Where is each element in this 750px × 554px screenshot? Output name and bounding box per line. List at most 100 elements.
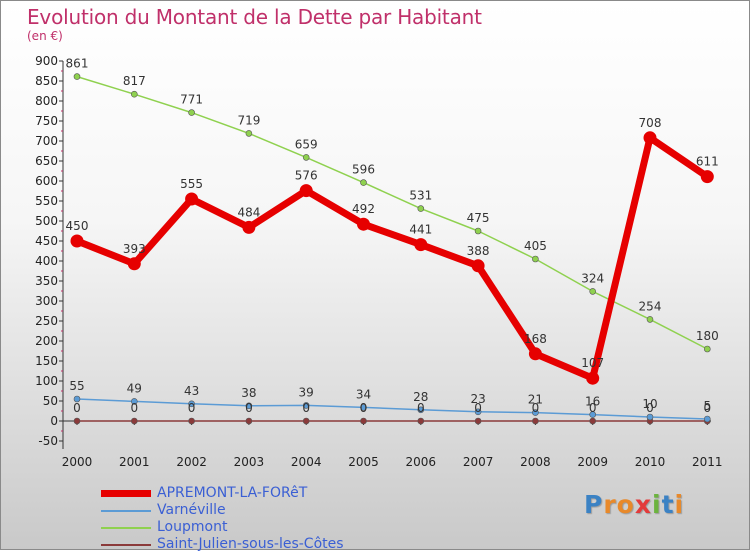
data-label: 107	[581, 356, 604, 370]
data-point	[302, 402, 310, 409]
data-label: 0	[130, 401, 138, 415]
data-label: 0	[532, 401, 540, 415]
data-label: 0	[302, 401, 310, 415]
data-label: 596	[352, 163, 375, 177]
data-label: 817	[123, 74, 146, 88]
data-point	[302, 154, 310, 161]
y-tick-label: 400	[35, 254, 58, 268]
y-tick-label: 450	[35, 234, 58, 248]
y-tick-label: 0	[50, 414, 58, 428]
data-point	[188, 400, 195, 408]
data-point	[131, 90, 138, 98]
logo-letter: t	[661, 490, 675, 519]
data-point	[589, 288, 597, 295]
y-tick-label: 100	[35, 374, 58, 388]
x-tick-label: 2004	[291, 455, 322, 469]
legend-swatch-saint-julien	[101, 544, 151, 546]
y-tick-label: -50	[38, 434, 58, 448]
data-label: 0	[474, 401, 482, 415]
data-label: 0	[589, 401, 597, 415]
data-label: 0	[360, 401, 368, 415]
data-point	[417, 417, 425, 425]
data-label: 861	[66, 57, 89, 71]
x-tick-label: 2003	[234, 455, 265, 469]
y-tick-label: 600	[35, 174, 58, 188]
legend-swatch-loupmont	[101, 527, 151, 529]
data-point	[245, 130, 253, 137]
data-label: 39	[299, 385, 314, 399]
x-tick-label: 2001	[119, 455, 150, 469]
data-label: 168	[524, 332, 547, 346]
data-label: 531	[409, 189, 432, 203]
data-label: 771	[180, 93, 203, 107]
logo-letter: x	[634, 490, 652, 519]
series-line-2	[76, 75, 709, 350]
data-label: 0	[646, 401, 654, 415]
data-point	[245, 402, 253, 410]
data-label: 0	[188, 401, 196, 415]
x-tick-label: 2009	[577, 455, 608, 469]
legend-label-varneville: Varnéville	[157, 502, 226, 518]
data-label: 555	[180, 177, 203, 191]
y-tick-label: 150	[35, 354, 58, 368]
data-point	[474, 417, 482, 425]
legend-label-apremont: APREMONT-LA-FORêT	[157, 485, 308, 501]
y-tick-label: 350	[35, 274, 58, 288]
data-label: 708	[639, 116, 662, 130]
data-label: 38	[241, 386, 256, 400]
data-point	[188, 417, 195, 425]
chart-subtitle: (en €)	[27, 29, 63, 43]
data-point	[131, 398, 138, 405]
data-label: 254	[639, 299, 662, 313]
data-label: 450	[66, 219, 89, 233]
x-tick-label: 2002	[176, 455, 207, 469]
data-point	[131, 417, 138, 425]
logo-letter: o	[616, 490, 635, 519]
data-label: 10	[642, 397, 657, 411]
data-point	[360, 417, 367, 425]
y-tick-label: 750	[35, 114, 58, 128]
data-label: 475	[467, 211, 490, 225]
x-tick-label: 2008	[520, 455, 551, 469]
data-label: 5	[703, 399, 711, 413]
y-tick-label: 250	[35, 314, 58, 328]
data-label: 28	[413, 390, 428, 404]
y-tick-label: 700	[35, 134, 58, 148]
data-point	[70, 234, 84, 248]
data-point	[417, 406, 425, 414]
data-point	[532, 417, 539, 425]
data-point	[357, 217, 370, 231]
data-label: 611	[696, 155, 719, 169]
y-tick-label: 900	[35, 54, 58, 68]
data-point	[589, 411, 597, 418]
x-tick-label: 2000	[62, 455, 93, 469]
series-line-1	[76, 398, 709, 420]
data-point	[646, 413, 654, 421]
data-label: 659	[295, 137, 318, 151]
data-label: 388	[467, 244, 490, 258]
x-tick-label: 2010	[635, 455, 666, 469]
data-point	[73, 395, 81, 403]
logo-letter: P	[584, 490, 604, 519]
y-tick-label: 50	[43, 394, 58, 408]
data-point	[474, 408, 482, 416]
x-tick-label: 2007	[463, 455, 494, 469]
x-tick-label: 2011	[692, 455, 723, 469]
data-point	[703, 345, 711, 353]
data-point	[532, 409, 539, 416]
data-point	[185, 192, 199, 206]
data-point	[242, 220, 256, 234]
data-label: 180	[696, 329, 719, 343]
data-point	[417, 205, 425, 212]
y-tick-label: 500	[35, 214, 58, 228]
data-label: 16	[585, 395, 600, 409]
data-label: 719	[237, 113, 260, 127]
data-label: 43	[184, 384, 199, 398]
data-point	[302, 417, 310, 425]
chart-title: Evolution du Montant de la Dette par Hab…	[27, 5, 482, 29]
data-point	[471, 259, 485, 273]
data-label: 0	[245, 401, 253, 415]
legend-label-loupmont: Loupmont	[157, 519, 228, 535]
data-label: 21	[528, 393, 543, 407]
